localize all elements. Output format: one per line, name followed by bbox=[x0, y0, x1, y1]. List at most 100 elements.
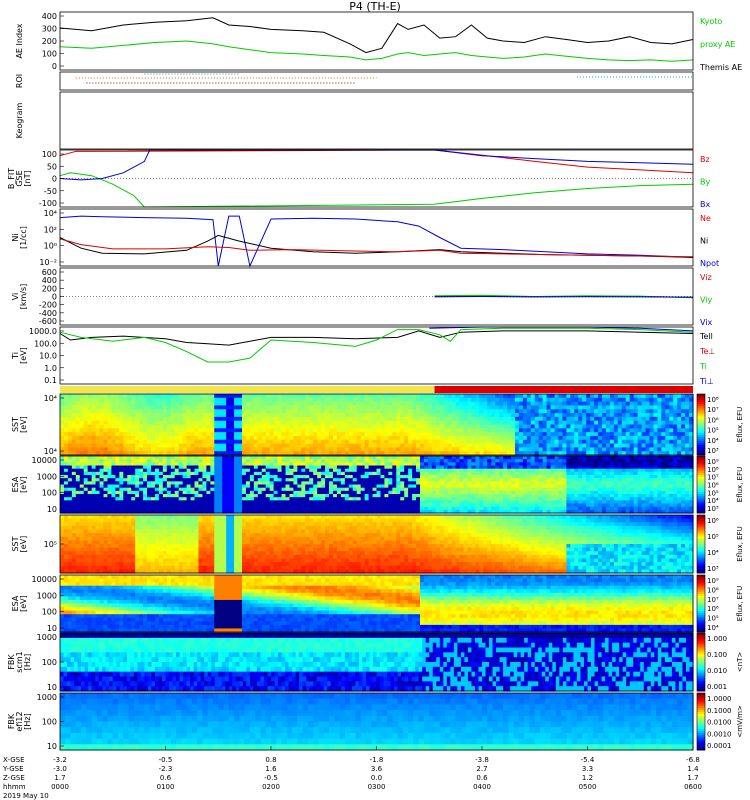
ae-legend-1: proxy AE bbox=[700, 40, 735, 49]
bfit-legend-1: By bbox=[700, 178, 710, 187]
fbk_efi-cbar-tick-2: 0.0100 bbox=[707, 719, 732, 727]
esa_i-cbar-tick-1: 10⁸ bbox=[707, 586, 719, 594]
esa_e-colorbar-frame bbox=[696, 455, 706, 514]
ae-legend-0: Kyoto bbox=[700, 17, 722, 26]
fbk_efi-ytick-0: 1000 bbox=[37, 693, 57, 702]
bfit-series-1 bbox=[59, 172, 694, 208]
footer-value-3-0: -1.8 bbox=[370, 756, 384, 764]
vi-ytick-6: -600 bbox=[39, 317, 57, 326]
fbk_efi-axis-label-0: FBK bbox=[7, 713, 16, 729]
esa_e-ytick-2: 100 bbox=[42, 489, 57, 498]
fbk_efi-heatmap bbox=[60, 693, 694, 751]
sst_i-cbar-label: Eflux, EFU bbox=[736, 526, 744, 561]
sst_i-cbar-tick-0: 10⁶ bbox=[707, 517, 719, 525]
sst_i-ytick-0: 10⁵ bbox=[44, 540, 57, 549]
quality-bar-red bbox=[434, 386, 693, 393]
bfit-legend-2: Bx bbox=[700, 200, 710, 209]
footer-value-1-1: -2.3 bbox=[159, 765, 173, 773]
bfit-frame bbox=[59, 149, 694, 208]
esa_e-ytick-0: 10000 bbox=[32, 456, 57, 465]
vi-legend-2: Vix bbox=[700, 318, 713, 327]
sst_e-heatmap bbox=[60, 394, 694, 456]
esa_e-axis-label-0: ESA bbox=[11, 476, 20, 492]
esa_i-axis-label-0: ESA bbox=[11, 595, 20, 611]
fbk_efi-cbar-tick-3: 0.0010 bbox=[707, 730, 732, 738]
ti-series-0 bbox=[59, 330, 694, 346]
footer-value-4-1: 2.7 bbox=[476, 765, 487, 773]
ni-series-0 bbox=[59, 215, 694, 268]
ni-ytick-3: 10⁻² bbox=[39, 258, 57, 267]
ae-axis-label-0: AE Index bbox=[15, 23, 24, 58]
footer-value-6-2: 1.7 bbox=[687, 774, 698, 782]
sst_i-heatmap bbox=[60, 515, 694, 574]
ni-axis-label-1: [1/cc] bbox=[19, 226, 28, 249]
sst_e-cbar-tick-3: 10⁵ bbox=[707, 427, 719, 435]
footer-row-label-0: X-GSE bbox=[3, 756, 25, 764]
bfit-ytick-4: -100 bbox=[39, 199, 57, 208]
bfit-legend-0: Bz bbox=[700, 155, 710, 164]
esa_i-heatmap bbox=[60, 575, 694, 633]
fbk_scm-cbar-tick-1: 0.100 bbox=[707, 651, 727, 659]
ae-series-0 bbox=[59, 17, 694, 54]
vi-legend-0: Viz bbox=[700, 273, 712, 282]
bfit-ytick-1: 50 bbox=[47, 162, 57, 171]
bfit-axis-label-0: B_FIT bbox=[7, 168, 16, 189]
esa_i-colorbar-frame bbox=[696, 574, 706, 633]
sst_e-axis-label-0: SST bbox=[11, 417, 20, 432]
footer-value-0-0: -3.2 bbox=[53, 756, 67, 764]
fbk_scm-cbar-tick-0: 1.000 bbox=[707, 635, 727, 643]
esa_i-ytick-3: 10 bbox=[47, 624, 57, 633]
esa_e-cbar-tick-5: 10⁴ bbox=[707, 497, 719, 505]
ae-frame bbox=[59, 11, 694, 71]
esa_e-heatmap bbox=[60, 456, 694, 514]
esa_e-cbar-tick-2: 10⁷ bbox=[707, 474, 719, 482]
footer-value-3-2: 0.0 bbox=[371, 774, 382, 782]
esa_i-ytick-0: 10000 bbox=[32, 575, 57, 584]
footer-row-label-1: Y-GSE bbox=[2, 765, 24, 773]
footer-value-2-0: 0.8 bbox=[265, 756, 276, 764]
vi-series-1 bbox=[434, 294, 694, 299]
bfit-ytick-0: 100 bbox=[42, 150, 57, 159]
vi-ytick-1: 400 bbox=[42, 276, 57, 285]
esa_i-cbar-tick-3: 10⁶ bbox=[707, 605, 719, 613]
esa_e-cbar-tick-4: 10⁵ bbox=[707, 489, 719, 497]
esa_i-frame bbox=[59, 574, 694, 633]
footer-value-0-1: -3.0 bbox=[53, 765, 67, 773]
bfit-axis-label-2: [nT] bbox=[23, 170, 32, 186]
sst_e-cbar-label: Eflux, EFU bbox=[736, 407, 744, 442]
esa_i-cbar-tick-0: 10⁹ bbox=[707, 577, 719, 585]
sst_i-cbar-tick-3: 10³ bbox=[707, 565, 719, 573]
fbk_efi-ytick-2: 10 bbox=[47, 742, 57, 751]
sst_i-cbar-tick-2: 10⁴ bbox=[707, 549, 719, 557]
vi-ytick-4: -200 bbox=[39, 301, 57, 310]
esa_e-ytick-1: 1000 bbox=[37, 472, 57, 481]
sst_e-colorbar-frame bbox=[696, 393, 706, 456]
ti-ytick-1: 100.0 bbox=[34, 339, 57, 348]
sst_e-ytick-1: 10⁴ bbox=[44, 447, 57, 456]
ae-ytick-4: 0 bbox=[52, 62, 57, 71]
footer-value-0-3: 0000 bbox=[51, 783, 69, 791]
sst_e-frame bbox=[59, 393, 694, 456]
ti-ytick-4: 0.1 bbox=[44, 376, 57, 385]
fbk_scm-heatmap bbox=[60, 633, 694, 692]
quality-bar-yellow bbox=[60, 386, 435, 393]
esa_e-cbar-tick-1: 10⁸ bbox=[707, 466, 719, 474]
fbk_scm-axis-label-1: scm1 bbox=[15, 651, 24, 672]
fbk_scm-ytick-1: 100 bbox=[42, 658, 57, 667]
footer-value-2-1: 1.6 bbox=[265, 765, 277, 773]
footer-value-0-2: 1.7 bbox=[54, 774, 65, 782]
ni-legend-0: Ne bbox=[700, 214, 711, 223]
fbk_efi-axis-label-1: efi12 bbox=[15, 711, 24, 731]
fbk_scm-ytick-0: 1000 bbox=[37, 633, 57, 642]
sst_e-cbar-tick-2: 10⁶ bbox=[707, 416, 719, 424]
footer-value-6-0: -6.8 bbox=[686, 756, 700, 764]
ae-ytick-0: 400 bbox=[42, 12, 57, 21]
ti-legend-0: Tell bbox=[699, 332, 713, 341]
ti-ytick-2: 10.0 bbox=[39, 352, 57, 361]
vi-ytick-0: 600 bbox=[42, 268, 57, 277]
esa_i-colorbar bbox=[697, 575, 705, 633]
vi-axis-label-0: Vi bbox=[11, 293, 20, 301]
fbk_efi-cbar-tick-0: 1.0000 bbox=[707, 695, 732, 703]
sst_i-axis-label-1: [eV] bbox=[19, 536, 28, 553]
